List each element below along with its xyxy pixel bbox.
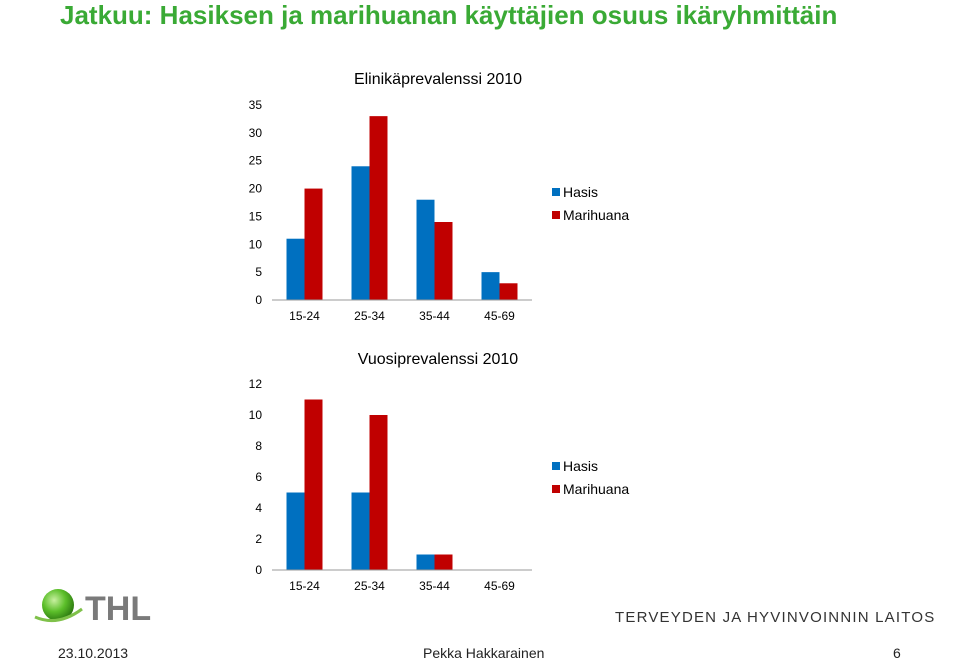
bar-hasis-25-34 bbox=[351, 166, 370, 300]
bar-marihuana-45-69 bbox=[499, 283, 518, 300]
legend-label-hasis: Hasis bbox=[563, 184, 598, 200]
bar-marihuana-25-34 bbox=[369, 415, 388, 570]
y-tick-label: 5 bbox=[255, 265, 262, 279]
y-axis-ticks: 0 2 4 6 8 10 12 bbox=[249, 377, 263, 577]
footer: 23.10.2013 Pekka Hakkarainen 6 bbox=[0, 643, 960, 661]
y-tick-label: 10 bbox=[249, 237, 263, 251]
footer-page-number: 6 bbox=[893, 645, 901, 661]
y-tick-label: 2 bbox=[255, 532, 262, 546]
y-tick-label: 12 bbox=[249, 377, 263, 391]
footer-date: 23.10.2013 bbox=[58, 645, 129, 661]
y-tick-label: 6 bbox=[255, 470, 262, 484]
legend-swatch-hasis bbox=[552, 188, 560, 196]
x-tick-label: 15-24 bbox=[289, 309, 320, 323]
legend: Hasis Marihuana bbox=[552, 458, 629, 497]
bar-hasis-15-24 bbox=[286, 238, 305, 300]
legend-swatch-hasis bbox=[552, 462, 560, 470]
slide-title: Jatkuu: Hasiksen ja marihuanan käyttäjie… bbox=[60, 0, 838, 30]
x-tick-label: 45-69 bbox=[484, 309, 515, 323]
globe-icon bbox=[42, 589, 74, 621]
x-axis-ticks: 15-24 25-34 35-44 45-69 bbox=[289, 579, 515, 593]
y-tick-label: 30 bbox=[249, 126, 263, 140]
y-tick-label: 10 bbox=[249, 408, 263, 422]
y-tick-label: 25 bbox=[249, 154, 263, 168]
y-tick-label: 20 bbox=[249, 182, 263, 196]
y-tick-label: 0 bbox=[255, 293, 262, 307]
chart-title: Vuosiprevalenssi 2010 bbox=[358, 351, 519, 368]
y-tick-label: 35 bbox=[249, 98, 263, 112]
legend-swatch-marihuana bbox=[552, 485, 560, 493]
legend-label-marihuana: Marihuana bbox=[563, 207, 629, 223]
legend-label-hasis: Hasis bbox=[563, 458, 598, 474]
bar-hasis-35-44 bbox=[416, 554, 435, 570]
lifetime-prevalence-chart: Elinikäprevalenssi 2010 0 5 10 15 20 25 30 35 1… bbox=[249, 71, 630, 323]
x-tick-label: 35-44 bbox=[419, 309, 450, 323]
logo-text: THL bbox=[85, 590, 151, 628]
y-tick-label: 15 bbox=[249, 209, 263, 223]
legend-label-marihuana: Marihuana bbox=[563, 481, 629, 497]
x-tick-label: 25-34 bbox=[354, 579, 385, 593]
bar-hasis-25-34 bbox=[351, 492, 370, 570]
legend-swatch-marihuana bbox=[552, 211, 560, 219]
y-tick-label: 0 bbox=[255, 563, 262, 577]
bars bbox=[286, 399, 453, 570]
bar-marihuana-25-34 bbox=[369, 116, 388, 300]
x-tick-label: 25-34 bbox=[354, 309, 385, 323]
bars bbox=[286, 116, 518, 300]
x-tick-label: 45-69 bbox=[484, 579, 515, 593]
bar-marihuana-15-24 bbox=[304, 188, 323, 300]
legend: Hasis Marihuana bbox=[552, 184, 629, 223]
x-axis-ticks: 15-24 25-34 35-44 45-69 bbox=[289, 309, 515, 323]
chart-title: Elinikäprevalenssi 2010 bbox=[354, 71, 522, 88]
bar-marihuana-15-24 bbox=[304, 399, 323, 570]
swoosh-icon bbox=[34, 607, 83, 623]
thl-logo: THL bbox=[34, 589, 151, 628]
organization-name: TERVEYDEN JA HYVINVOINNIN LAITOS bbox=[615, 609, 936, 626]
y-tick-label: 8 bbox=[255, 439, 262, 453]
bar-hasis-45-69 bbox=[481, 272, 500, 300]
bar-marihuana-35-44 bbox=[434, 554, 453, 570]
footer-author: Pekka Hakkarainen bbox=[423, 645, 545, 661]
x-tick-label: 15-24 bbox=[289, 579, 320, 593]
annual-prevalence-chart: Vuosiprevalenssi 2010 0 2 4 6 8 10 12 15-24 25-… bbox=[249, 351, 630, 593]
bar-hasis-35-44 bbox=[416, 199, 435, 300]
bar-hasis-15-24 bbox=[286, 492, 305, 570]
bar-marihuana-35-44 bbox=[434, 222, 453, 300]
x-tick-label: 35-44 bbox=[419, 579, 450, 593]
y-axis-ticks: 0 5 10 15 20 25 30 35 bbox=[249, 98, 263, 307]
y-tick-label: 4 bbox=[255, 501, 262, 515]
